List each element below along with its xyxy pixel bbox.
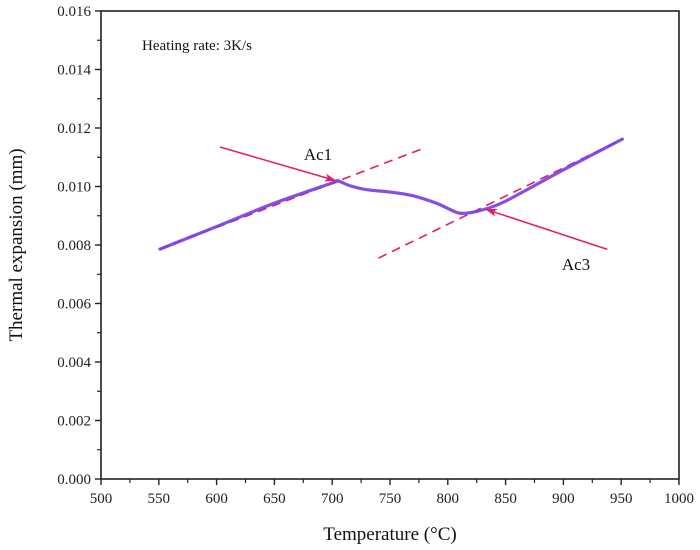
x-tick-label: 950 [610,491,633,507]
x-tick-label: 750 [379,491,402,507]
y-tick-label: 0.002 [57,414,91,430]
x-tick-label: 700 [321,491,344,507]
x-tick-label: 900 [552,491,575,507]
x-tick-label: 500 [90,491,113,507]
y-tick-label: 0.004 [57,355,91,371]
y-tick-label: 0.010 [57,180,91,196]
y-tick-label: 0.006 [57,297,91,313]
x-axis-title: Temperature (°C) [323,524,456,545]
x-tick-label: 550 [148,491,171,507]
y-tick-label: 0.012 [57,121,91,137]
annotation-arrow [484,208,608,251]
y-tick-label: 0.000 [57,472,91,488]
annotation-label-ac3: Ac3 [562,255,590,274]
plot-frame [100,10,680,480]
annotation-label-ac1: Ac1 [304,145,332,164]
x-tick-label: 850 [494,491,517,507]
x-tick-label: 800 [437,491,460,507]
annotation-arrow [219,146,337,182]
x-tick-label: 600 [205,491,228,507]
y-tick-label: 0.008 [57,238,91,254]
data-series [158,137,624,251]
y-tick-label: 0.014 [57,63,91,79]
heating-rate-label: Heating rate: 3K/s [142,38,252,54]
y-tick-label: 0.016 [57,4,91,20]
x-tick-label: 650 [263,491,286,507]
y-axis-title: Thermal expansion (mm) [6,148,27,341]
annotations: Ac1 Ac3 [219,145,608,274]
x-tick-label: 1000 [664,491,694,507]
expansion-curve [158,137,624,251]
axis-ticks: 500 550 600 650 700 750 800 850 900 950 1000 0.000 0… [57,4,694,507]
